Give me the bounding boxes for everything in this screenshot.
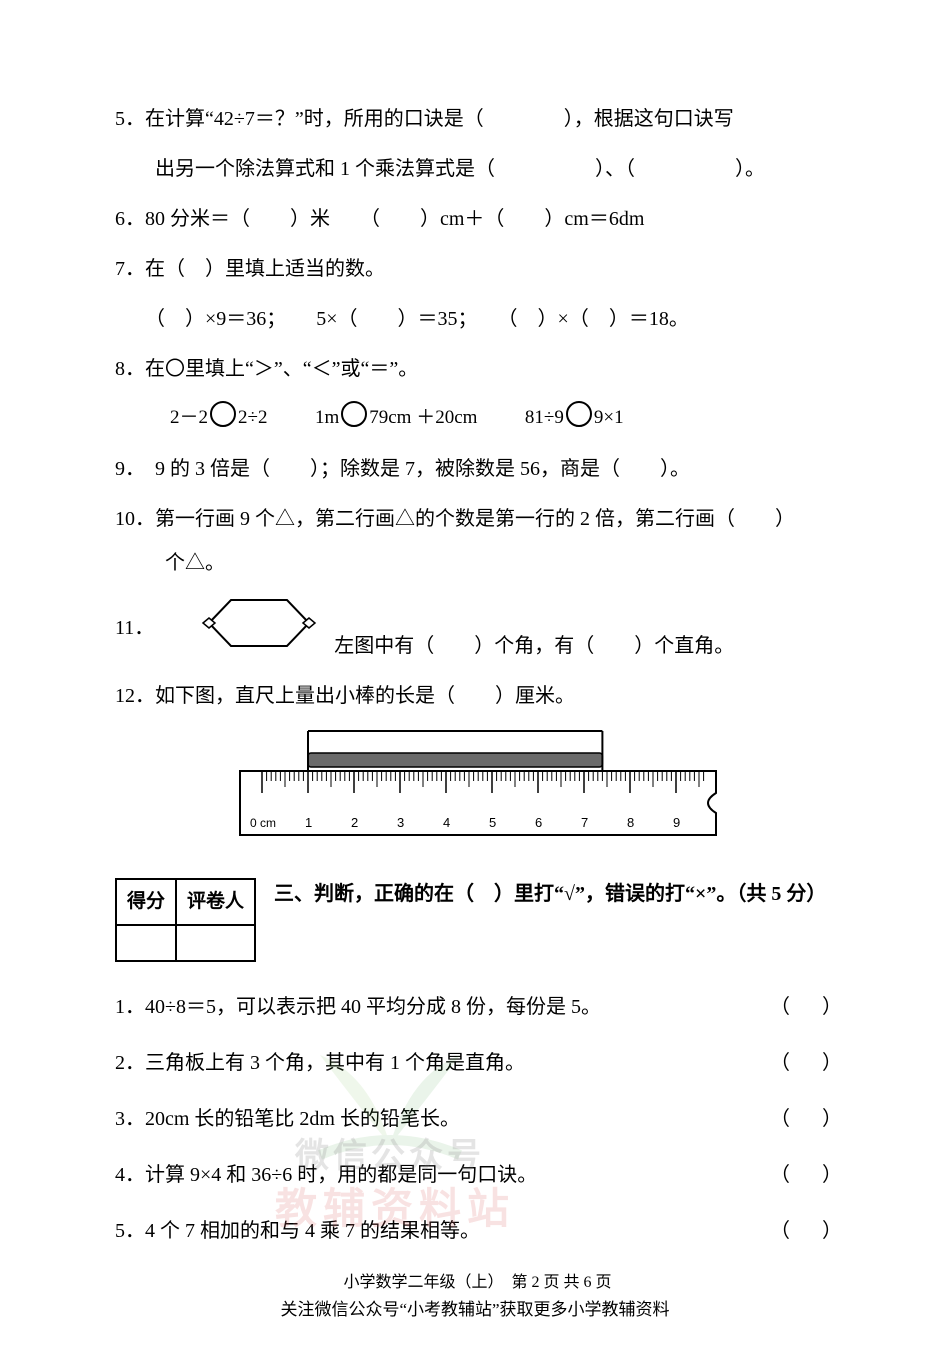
true-false-item: 2．三角板上有 3 个角，其中有 1 个角是直角。（ ） (115, 1044, 840, 1082)
question-7-head: 7．在（ ）里填上适当的数。 (115, 250, 840, 288)
q8-b-left: 1m (315, 407, 339, 428)
svg-text:9: 9 (673, 815, 680, 830)
true-false-item: 1．40÷8＝5，可以表示把 40 平均分成 8 份，每份是 5。（ ） (115, 988, 840, 1026)
question-5-line1: 5．在计算“42÷7＝？”时，所用的口诀是（ ），根据这句口诀写 (115, 100, 840, 138)
svg-text:4: 4 (443, 815, 450, 830)
svg-text:6: 6 (535, 815, 542, 830)
true-false-item: 3．20cm 长的铅笔比 2dm 长的铅笔长。（ ） (115, 1100, 840, 1138)
svg-text:0 cm: 0 cm (250, 816, 276, 830)
score-cell (116, 925, 176, 961)
tf-paren: （ ） (770, 1156, 840, 1194)
svg-text:8: 8 (627, 815, 634, 830)
tf-paren: （ ） (770, 1100, 840, 1138)
tf-text: 3．20cm 长的铅笔比 2dm 长的铅笔长。 (115, 1100, 770, 1138)
question-12: 12．如下图，直尺上量出小棒的长是（ ）厘米。 (115, 677, 840, 715)
tf-text: 1．40÷8＝5，可以表示把 40 平均分成 8 份，每份是 5。 (115, 988, 770, 1026)
q8-c-right: 9×1 (594, 407, 624, 428)
question-11: 11． 左图中有（ ）个角，有（ ）个直角。 (115, 594, 840, 665)
section-3-header-row: 得分 评卷人 三、判断，正确的在（ ）里打“√”，错误的打“×”。（共 5 分） (115, 878, 840, 962)
section-3-title: 三、判断，正确的在（ ）里打“√”，错误的打“×”。（共 5 分） (274, 878, 840, 910)
question-9: 9． 9 的 3 倍是（ ）；除数是 7，被除数是 56，商是（ ）。 (115, 450, 840, 488)
q8-a-left: 2－2 (170, 407, 208, 428)
compare-circle (341, 401, 367, 427)
tf-text: 2．三角板上有 3 个角，其中有 1 个角是直角。 (115, 1044, 770, 1082)
true-false-item: 4．计算 9×4 和 36÷6 时，用的都是同一句口诀。（ ） (115, 1156, 840, 1194)
grader-label: 评卷人 (176, 879, 255, 925)
question-6: 6．80 分米＝（ ）米 （ ）cm＋（ ）cm＝6dm (115, 200, 840, 238)
svg-text:5: 5 (489, 815, 496, 830)
score-table: 得分 评卷人 (115, 878, 256, 962)
question-10-line1: 10．第一行画 9 个△，第二行画△的个数是第一行的 2 倍，第二行画（ ） (115, 500, 840, 538)
question-10-line2: 个△。 (115, 544, 840, 582)
svg-text:3: 3 (397, 815, 404, 830)
svg-text:2: 2 (351, 815, 358, 830)
tf-paren: （ ） (770, 1044, 840, 1082)
compare-circle (210, 401, 236, 427)
hexagon-shape (189, 594, 329, 665)
q8-b-right: 79cm ＋20cm (369, 407, 477, 428)
grader-cell (176, 925, 255, 961)
tf-paren: （ ） (770, 988, 840, 1026)
question-11-num: 11． (115, 617, 154, 639)
question-5-line2: 出另一个除法算式和 1 个乘法算式是（ ）、（ ）。 (115, 150, 840, 188)
tf-text: 5．4 个 7 相加的和与 4 乘 7 的结果相等。 (115, 1212, 770, 1250)
ruler-figure: 0 cm 1 2 3 4 5 6 7 8 9 (115, 727, 840, 850)
q8-c-left: 81÷9 (525, 407, 564, 428)
q8-a-right: 2÷2 (238, 407, 267, 428)
tf-paren: （ ） (770, 1212, 840, 1250)
question-8-body: 2－2 2÷2 1m 79cm ＋20cm 81÷9 9×1 (115, 400, 840, 436)
question-7-body: （ ）×9＝36； 5×（ ）＝35； （ ）×（ ）＝18。 (115, 300, 840, 338)
question-11-text: 左图中有（ ）个角，有（ ）个直角。 (334, 635, 734, 657)
true-false-item: 5．4 个 7 相加的和与 4 乘 7 的结果相等。（ ） (115, 1212, 840, 1250)
svg-text:7: 7 (581, 815, 588, 830)
tf-text: 4．计算 9×4 和 36÷6 时，用的都是同一句口诀。 (115, 1156, 770, 1194)
svg-text:1: 1 (305, 815, 312, 830)
true-false-list: 1．40÷8＝5，可以表示把 40 平均分成 8 份，每份是 5。（ ）2．三角… (115, 988, 840, 1250)
score-label: 得分 (116, 879, 176, 925)
question-8-head: 8．在〇里填上“＞”、“＜”或“＝”。 (115, 350, 840, 388)
bottom-note: 关注微信公众号“小考教辅站”获取更多小学教辅资料 (0, 1295, 950, 1320)
compare-circle (566, 401, 592, 427)
page-body: 5．在计算“42÷7＝？”时，所用的口诀是（ ），根据这句口诀写 出另一个除法算… (0, 0, 950, 1299)
